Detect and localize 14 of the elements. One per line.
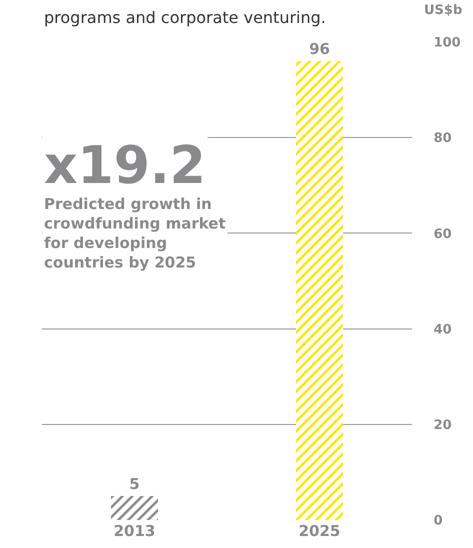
data-label: 96 (309, 40, 330, 58)
y-tick-label: 60 (434, 226, 452, 242)
x-tick-label: 2025 (298, 522, 340, 540)
y-axis-title: US$b (424, 3, 462, 18)
text: programs and corporate venturing. (44, 8, 326, 27)
y-tick-label: 100 (434, 36, 461, 51)
data-label: 5 (129, 475, 140, 493)
y-tick-label: 80 (434, 131, 452, 146)
annotation: x19.2 (44, 136, 206, 196)
x-tick-label: 2013 (114, 522, 156, 540)
y-tick-label: 40 (434, 322, 452, 338)
y-tick-label: 0 (434, 514, 443, 529)
y-tick-label: 20 (434, 418, 452, 433)
annotation: Predicted growth in crowdfunding market for developing countries by 2025 (44, 195, 226, 272)
